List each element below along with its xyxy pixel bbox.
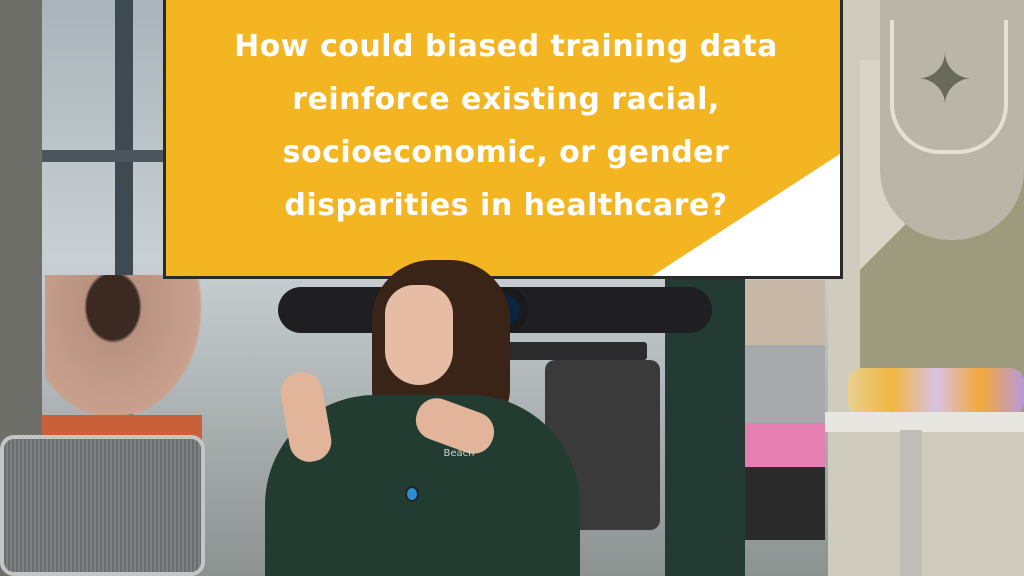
mesh-chair (0, 435, 205, 576)
shield-outline (890, 20, 1008, 154)
shirt-logo: Beach (443, 448, 475, 459)
griffin-icon: ✦ (915, 39, 975, 121)
pendant-necklace (405, 486, 419, 502)
screen-white-triangle (646, 150, 840, 276)
snack-bags (848, 368, 1024, 416)
screen-line: disparities in healthcare? (284, 188, 728, 223)
screen-line: socioeconomic, or gender (282, 135, 730, 170)
speaker-face (385, 285, 453, 385)
keyboard (505, 342, 647, 360)
screen-line: How could biased training data (234, 29, 778, 64)
display-screen: How could biased training data reinforce… (163, 0, 843, 279)
table-leg (900, 430, 922, 576)
screen-question: How could biased training data reinforce… (166, 20, 840, 232)
screen-line: reinforce existing racial, (292, 82, 720, 117)
background-person (45, 275, 215, 435)
table-top (825, 412, 1024, 432)
window-transom (42, 150, 172, 162)
background-person-right (745, 280, 825, 540)
